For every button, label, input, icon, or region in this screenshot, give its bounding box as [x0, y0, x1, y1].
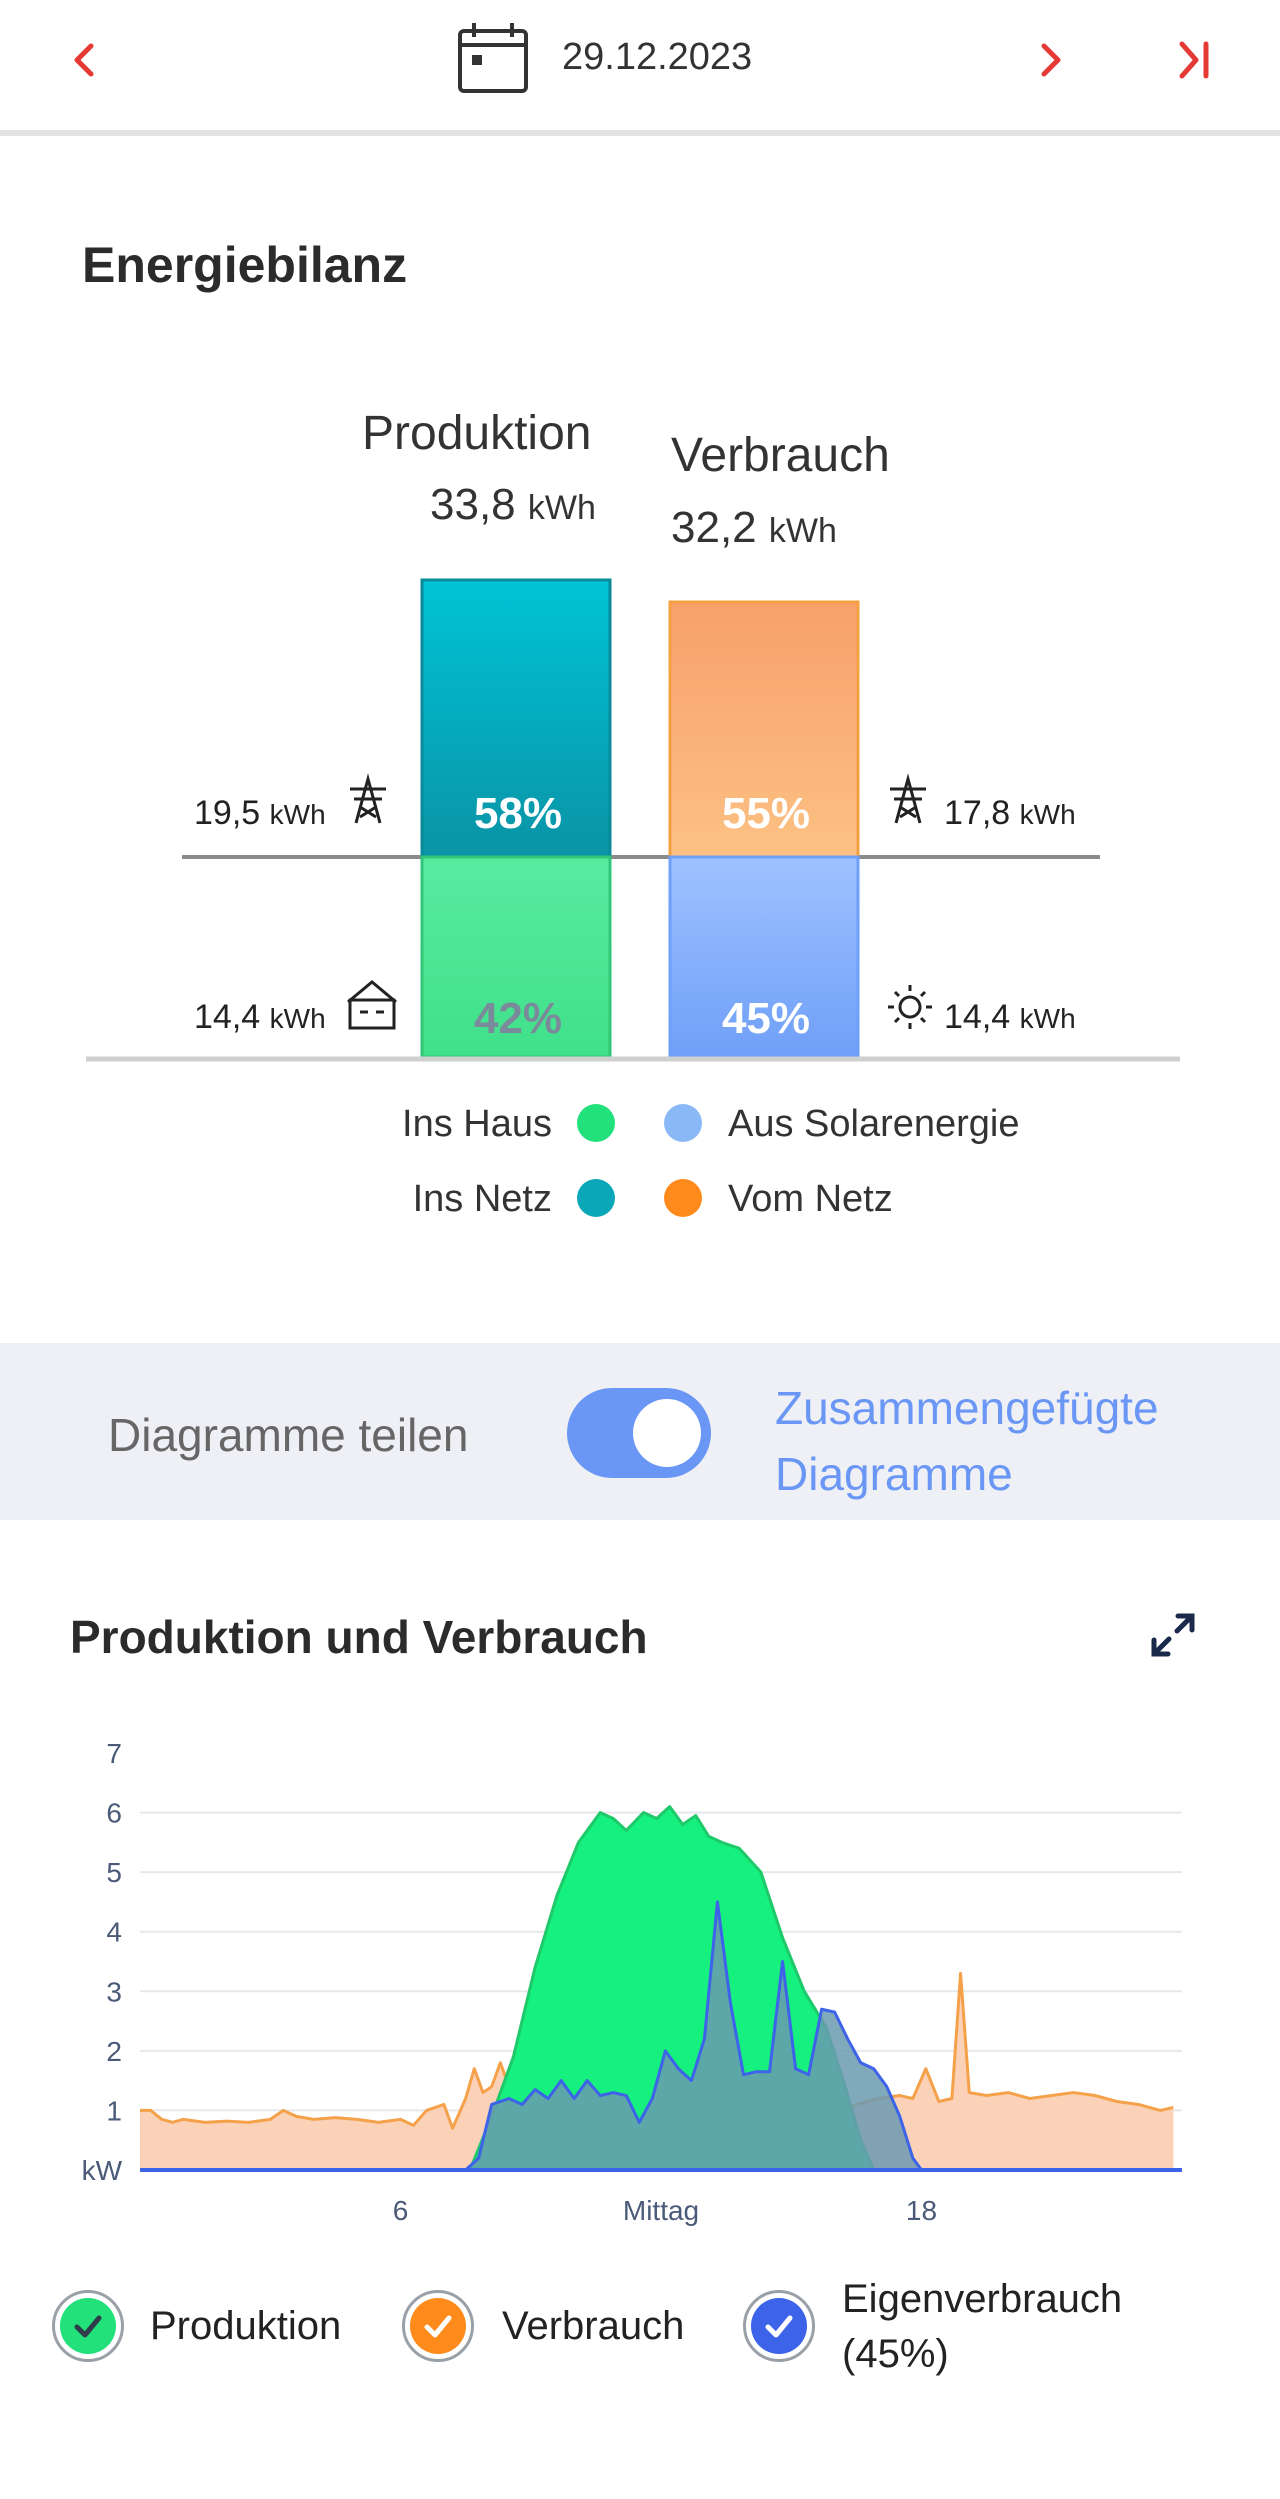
legend-label-verbrauch: Verbrauch [502, 2304, 685, 2348]
power-pylon-icon [350, 773, 386, 824]
consumption-total: 32,2 kWh [671, 503, 837, 552]
expand-chart-button[interactable] [1143, 1605, 1203, 1665]
legend-label-aus-solarenergie: Aus Solarenergie [728, 1103, 1020, 1145]
checkmark-icon [410, 2298, 466, 2354]
consumption-label: Verbrauch [671, 429, 890, 482]
produktion-line [468, 1805, 876, 2171]
calendar-icon [458, 23, 528, 93]
legend-label-ins-netz: Ins Netz [412, 1178, 552, 1220]
legend-label-eigenverbrauch: Eigenverbrauch (45%) [842, 2272, 1122, 2382]
y-tick-label: 4 [106, 1917, 122, 1948]
legend-label-vom-netz: Vom Netz [728, 1178, 893, 1220]
chart-mode-toggle[interactable] [567, 1388, 711, 1478]
legend-dot-ins-haus [577, 1104, 615, 1142]
y-tick-label: 1 [106, 2095, 122, 2126]
consumption-solar-bar [668, 855, 860, 1059]
production-grid-bar [420, 578, 612, 859]
jump-to-today-button[interactable] [1164, 30, 1224, 90]
production-total: 33,8 kWh [430, 480, 596, 529]
consumption-grid-kwh: 17,8 kWh [944, 794, 1076, 832]
y-tick-label: 5 [106, 1857, 122, 1888]
production-label: Produktion [362, 407, 592, 460]
house-icon [347, 980, 397, 1030]
power-pylon-icon [890, 773, 926, 824]
energy-balance-bars [86, 578, 1180, 1062]
merged-charts-label-line2: Diagramme [775, 1448, 1013, 1500]
production-grid-percent: 58% [473, 789, 563, 838]
consumption-solar-kwh: 14,4 kWh [944, 998, 1076, 1036]
production-grid-kwh: 19,5 kWh [194, 794, 326, 832]
y-tick-label: 3 [106, 1976, 122, 2007]
toggle-knob [633, 1399, 701, 1467]
calendar-button[interactable] [453, 18, 533, 98]
skip-to-end-icon [1179, 41, 1209, 79]
x-tick-label: 18 [906, 2195, 937, 2226]
next-day-button[interactable] [1020, 30, 1080, 90]
chevron-left-icon [74, 43, 94, 77]
consumption-grid-bar [668, 600, 860, 859]
checkmark-icon [751, 2298, 807, 2354]
production-consumption-title: Produktion und Verbrauch [70, 1611, 648, 1663]
chevron-right-icon [1041, 43, 1061, 77]
energy-balance-title: Energiebilanz [82, 237, 408, 293]
selected-date[interactable]: 29.12.2023 [562, 36, 753, 78]
legend-label-ins-haus: Ins Haus [402, 1103, 552, 1145]
legend-dot-ins-netz [577, 1179, 615, 1217]
sun-icon [888, 985, 932, 1029]
y-tick-label: 7 [106, 1738, 122, 1769]
y-tick-label: 6 [106, 1798, 122, 1829]
x-tick-label: 6 [393, 2195, 409, 2226]
merged-charts-label[interactable]: Zusammengefügte Diagramme [775, 1375, 1159, 1507]
checkmark-icon [60, 2298, 116, 2354]
date-navigation-header: 29.12.2023 [0, 0, 1280, 136]
consumption-grid-percent: 55% [721, 789, 811, 838]
toggle-eigenverbrauch-checkbox[interactable] [743, 2290, 815, 2362]
split-charts-label[interactable]: Diagramme teilen [108, 1409, 469, 1461]
legend-dot-vom-netz [664, 1179, 702, 1217]
legend-label-eigenverbrauch-line2: (45%) [842, 2332, 949, 2376]
legend-label-eigenverbrauch-line1: Eigenverbrauch [842, 2277, 1123, 2321]
legend-label-produktion: Produktion [150, 2304, 342, 2348]
toggle-produktion-checkbox[interactable] [52, 2290, 124, 2362]
production-consumption-chart: 7 6 5 4 3 2 1 kW 6 Mittag 18 [82, 1738, 1182, 2226]
expand-icon [1151, 1613, 1195, 1657]
consumption-solar-percent: 45% [721, 994, 811, 1043]
x-tick-label: Mittag [623, 2195, 699, 2226]
legend-dot-aus-solarenergie [664, 1104, 702, 1142]
y-tick-label: 2 [106, 2036, 122, 2067]
production-house-percent: 42% [473, 994, 563, 1043]
eigenverbrauch-line [464, 1900, 923, 2172]
y-axis-unit-label: kW [82, 2155, 123, 2186]
toggle-verbrauch-checkbox[interactable] [402, 2290, 474, 2362]
merged-charts-label-line1: Zusammengefügte [775, 1382, 1159, 1434]
production-house-kwh: 14,4 kWh [194, 998, 326, 1036]
eigenverbrauch-area [465, 1901, 922, 2170]
previous-day-button[interactable] [55, 30, 115, 90]
